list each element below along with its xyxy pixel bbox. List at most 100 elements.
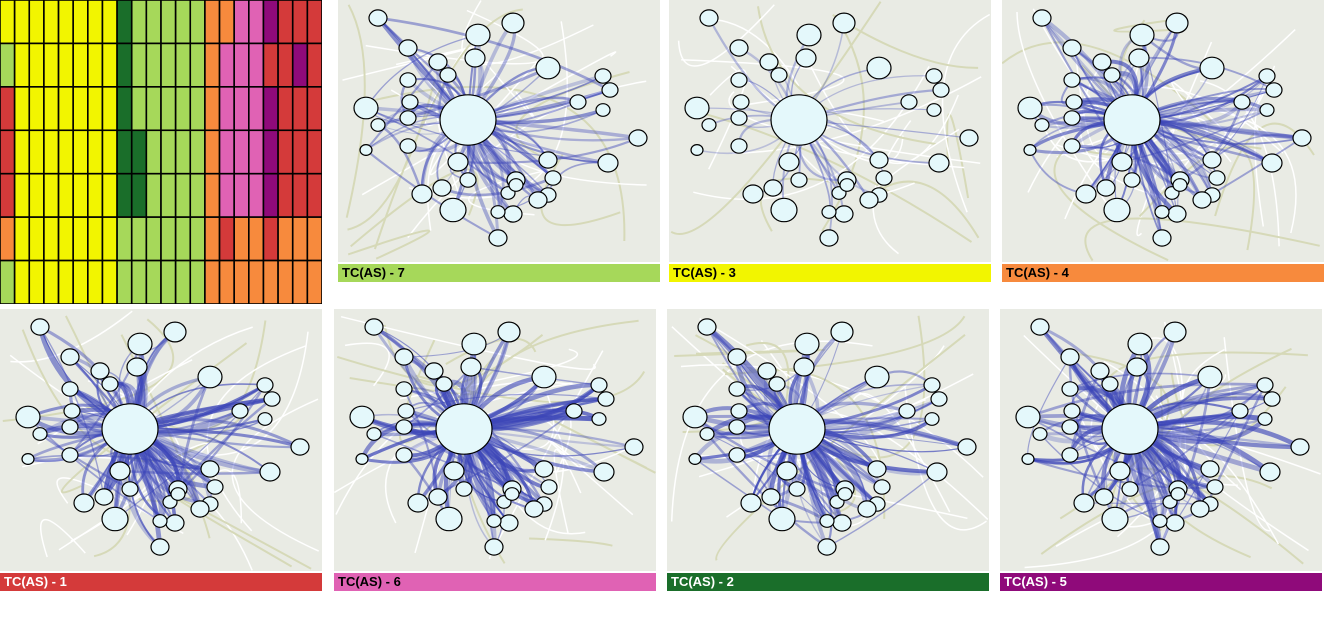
network-map [669, 0, 991, 262]
matrix-cell [130, 172, 148, 218]
network-node [257, 412, 273, 426]
network-node [730, 72, 748, 88]
matrix-cell [145, 259, 162, 304]
network-node [1121, 481, 1139, 497]
matrix-cell [189, 172, 206, 218]
matrix-cell [0, 216, 16, 262]
network-node [1075, 184, 1097, 204]
network-node [121, 481, 139, 497]
network-node [395, 381, 413, 397]
network-node [795, 48, 817, 68]
network-node [1061, 447, 1079, 463]
network-node [923, 377, 941, 393]
network-node [837, 487, 853, 501]
map-road [344, 342, 390, 387]
network-node [770, 67, 788, 83]
network-node [817, 538, 837, 556]
network-node [439, 197, 467, 223]
network-node [15, 405, 41, 429]
network-graph [670, 315, 989, 561]
network-node [1109, 461, 1131, 481]
matrix-cell [233, 129, 250, 175]
network-panel-1: TC(AS) - 1 [0, 309, 322, 591]
network-node [768, 376, 786, 392]
matrix-cell [218, 172, 235, 218]
network-node [127, 332, 153, 356]
matrix-cell [0, 259, 16, 304]
flow-edge [1027, 382, 1266, 419]
matrix-cell [204, 86, 221, 132]
network-node [398, 39, 418, 57]
network-node [538, 151, 558, 169]
network-node [1015, 405, 1041, 429]
matrix-cell [101, 0, 118, 45]
matrix-cell [262, 42, 279, 88]
matrix-cell [291, 42, 309, 88]
flow-edge [1041, 17, 1163, 213]
network-node [1233, 94, 1251, 110]
matrix-cell [130, 216, 148, 262]
matrix-cell [306, 216, 322, 262]
map-road [730, 65, 904, 164]
map-road [56, 477, 184, 535]
matrix-cell [130, 42, 148, 88]
network-node [788, 481, 806, 497]
matrix-cell [116, 86, 133, 132]
network-node [501, 12, 525, 34]
network-node [1061, 381, 1079, 397]
map-road [60, 342, 248, 494]
network-node [1030, 318, 1050, 336]
network-node [359, 144, 373, 157]
matrix-cell [101, 216, 118, 262]
matrix-cell [72, 129, 89, 175]
flow-edge [365, 107, 509, 194]
network-node [399, 72, 417, 88]
matrix-cell [174, 86, 192, 132]
network-node [163, 321, 187, 343]
network-graph [670, 1, 991, 255]
network-node [1190, 500, 1210, 518]
network-panel-5: TC(AS) - 5 [1000, 309, 1322, 591]
network-node [459, 172, 477, 188]
network-panel-4: TC(AS) - 4 [1002, 0, 1324, 282]
network-node [793, 357, 815, 377]
network-graph [2, 310, 320, 571]
flow-edge [1071, 116, 1273, 165]
cluster-matrix [0, 0, 322, 304]
network-node [1103, 67, 1121, 83]
network-map [1000, 309, 1322, 571]
matrix-cell [262, 259, 279, 304]
network-node [152, 514, 168, 528]
flow-edge [39, 433, 131, 491]
network-node [1265, 82, 1283, 98]
matrix-cell [204, 216, 221, 262]
network-node [94, 488, 114, 506]
network-node [370, 118, 386, 132]
network-node [411, 184, 433, 204]
network-node [399, 110, 417, 126]
network-node [728, 419, 746, 435]
matrix-cell [72, 0, 89, 45]
network-node [699, 427, 715, 441]
matrix-cell [306, 42, 322, 88]
map-road [429, 60, 539, 176]
matrix-cell [57, 86, 74, 132]
matrix-cell [145, 129, 162, 175]
map-road [361, 51, 617, 196]
matrix-cell [101, 259, 118, 304]
network-node [761, 488, 781, 506]
matrix-cell [0, 42, 16, 88]
matrix-cell [101, 42, 118, 88]
network-node [1063, 138, 1081, 154]
matrix-cell [87, 216, 104, 262]
network-node [730, 138, 748, 154]
network-node [353, 96, 379, 120]
map-road [138, 326, 253, 406]
network-node [395, 447, 413, 463]
flow-edge [405, 393, 607, 412]
matrix-cell [101, 172, 118, 218]
network-node [503, 205, 523, 223]
network-node [595, 103, 611, 117]
matrix-cell [130, 259, 148, 304]
network-node [1127, 332, 1153, 356]
